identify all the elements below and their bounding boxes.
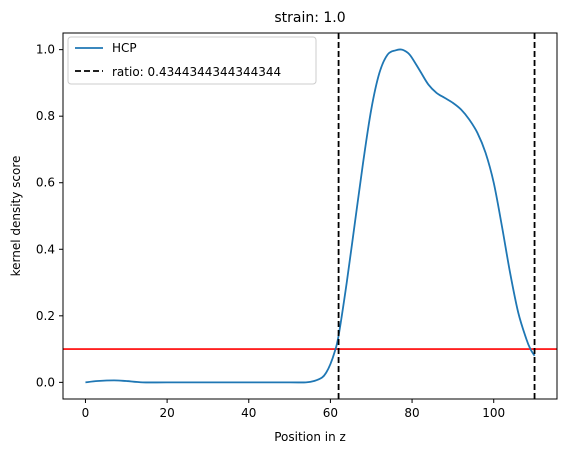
y-axis-label: kernel density score — [9, 156, 23, 277]
x-tick-label: 100 — [482, 406, 505, 420]
y-tick-label: 0.2 — [36, 309, 55, 323]
x-tick-label: 40 — [241, 406, 256, 420]
y-tick-label: 0.0 — [36, 375, 55, 389]
y-tick-label: 0.4 — [36, 242, 55, 256]
legend-label-ratio: ratio: 0.4344344344344344 — [112, 65, 281, 79]
x-tick-label: 80 — [404, 406, 419, 420]
legend-box — [67, 36, 317, 85]
x-tick-label: 0 — [82, 406, 90, 420]
x-tick-label: 20 — [159, 406, 174, 420]
plot-frame — [62, 32, 558, 400]
x-tick-label: 60 — [323, 406, 338, 420]
series-line-hcp — [85, 48, 536, 384]
y-tick-label: 1.0 — [36, 43, 55, 57]
x-axis-label: Position in z — [274, 430, 346, 444]
chart-title: strain: 1.0 — [274, 10, 345, 26]
y-tick-label: 0.8 — [36, 109, 55, 123]
legend-label-hcp: HCP — [112, 41, 137, 55]
y-tick-label: 0.6 — [36, 176, 55, 190]
legend: HCP ratio: 0.4344344344344344 — [67, 36, 317, 85]
